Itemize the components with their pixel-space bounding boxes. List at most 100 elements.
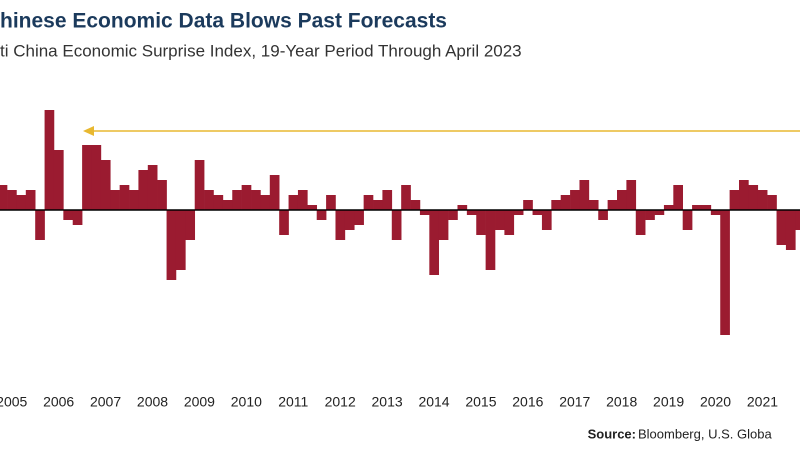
bar (663, 205, 674, 210)
bar (466, 210, 477, 215)
bar (626, 180, 637, 210)
bar (448, 210, 458, 220)
bar (635, 210, 646, 235)
bar (16, 195, 27, 210)
bar (560, 195, 571, 210)
bar (44, 110, 55, 210)
bar (175, 210, 186, 270)
bar (72, 210, 83, 225)
bar (767, 195, 777, 210)
bar (532, 210, 543, 215)
x-tick-label: 2015 (465, 394, 496, 410)
x-tick-label: 2019 (653, 394, 684, 410)
x-tick-label: 2016 (512, 394, 543, 410)
bar (720, 210, 730, 335)
source-label: Source: (588, 426, 636, 441)
bar (382, 190, 393, 210)
bar (297, 190, 308, 210)
x-tick-label: 2014 (418, 394, 449, 410)
bar (495, 210, 505, 230)
bar (739, 180, 749, 210)
bar (204, 190, 214, 210)
bar (232, 190, 242, 210)
bar (523, 200, 533, 210)
source: Bloomberg, U.S. Globa (638, 426, 772, 441)
bar (401, 185, 411, 210)
x-tick-label: 2007 (90, 394, 121, 410)
bar (213, 195, 224, 210)
bar (157, 180, 167, 210)
bar (344, 210, 355, 230)
bar (269, 175, 280, 210)
bar (570, 190, 580, 210)
bar (279, 210, 289, 235)
bar (110, 190, 120, 210)
bar (504, 210, 515, 235)
bar (710, 210, 721, 215)
x-tick-label: 2010 (231, 394, 262, 410)
bar (7, 190, 17, 210)
chart-subtitle: ti China Economic Surprise Index, 19-Yea… (0, 41, 522, 60)
bar (25, 190, 36, 210)
bar (551, 200, 562, 210)
x-tick-label: 2017 (559, 394, 590, 410)
x-tick-label: 2005 (0, 394, 28, 410)
bar (363, 195, 374, 210)
bar (457, 205, 468, 210)
bar (335, 210, 346, 240)
bar (316, 210, 327, 220)
bar (617, 190, 627, 210)
bar (476, 210, 486, 235)
bar (588, 200, 599, 210)
bar (373, 200, 383, 210)
x-tick-label: 2008 (137, 394, 168, 410)
bar (485, 210, 496, 270)
bar (419, 210, 430, 215)
x-tick-label: 2013 (372, 394, 403, 410)
bar (701, 205, 712, 210)
bar (673, 185, 683, 210)
bar (251, 190, 261, 210)
bar (748, 185, 759, 210)
bar (185, 210, 196, 240)
chart-title: hinese Economic Data Blows Past Forecast… (0, 10, 447, 33)
bar (579, 180, 590, 210)
bar (147, 165, 158, 210)
annotation-arrow (83, 126, 94, 136)
x-tick-label: 2009 (184, 394, 215, 410)
bar (35, 210, 45, 240)
bar (63, 210, 74, 220)
bar (138, 170, 149, 210)
bar (222, 200, 233, 210)
bar (0, 185, 8, 210)
x-tick-label: 2011 (278, 394, 308, 410)
x-tick-label: 2021 (747, 394, 778, 410)
bar (607, 200, 618, 210)
bar (598, 210, 608, 220)
bar (194, 160, 205, 210)
bar (129, 190, 139, 210)
bar (757, 190, 768, 210)
x-tick-label: 2020 (700, 394, 731, 410)
bar (541, 210, 552, 230)
bar (429, 210, 440, 275)
bar (776, 210, 787, 245)
bar (100, 160, 111, 210)
bar (354, 210, 364, 225)
bar (307, 205, 318, 210)
bar (166, 210, 177, 280)
bar (513, 210, 524, 215)
x-tick-label: 2006 (43, 394, 74, 410)
bar (391, 210, 402, 240)
bar (682, 210, 693, 230)
bar (795, 210, 800, 230)
bar (288, 195, 299, 210)
bar (241, 185, 252, 210)
bar (654, 210, 665, 215)
x-tick-label: 2012 (325, 394, 356, 410)
bar (82, 145, 92, 210)
bar (410, 200, 421, 210)
bar (326, 195, 336, 210)
x-tick-label: 2018 (606, 394, 637, 410)
